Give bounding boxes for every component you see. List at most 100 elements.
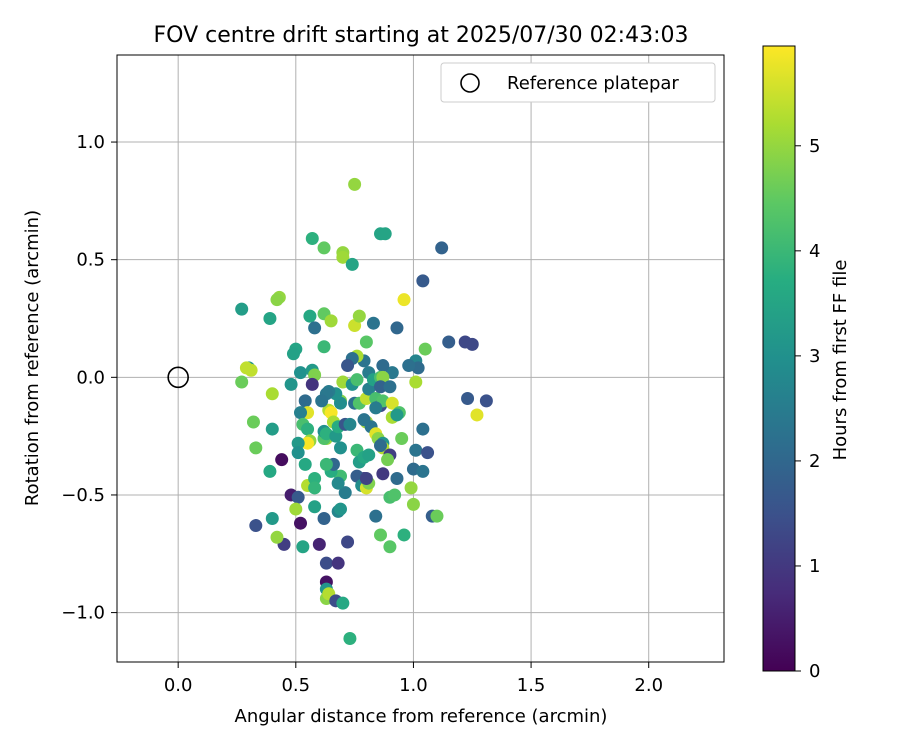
data-point [402,359,416,373]
reference-marker [167,366,189,389]
data-point [421,446,435,460]
x-axis-label: Angular distance from reference (arcmin) [235,706,608,727]
data-point [390,408,404,422]
data-point [305,377,319,391]
data-point [395,431,409,445]
data-point [479,394,493,408]
data-point [350,373,364,387]
data-point [376,359,390,373]
x-tick-label: 1.5 [517,675,546,696]
data-point [246,415,260,429]
legend-box [440,62,716,103]
data-point [235,302,249,316]
data-point [338,486,352,500]
legend-label: Reference platepar [507,73,679,94]
chart-title: FOV centre drift starting at 2025/07/30 … [154,23,689,48]
data-point [298,457,312,471]
data-point [317,241,331,255]
data-point [343,631,357,645]
colorbar-tick-label: 1 [809,556,820,577]
data-point [465,337,479,351]
data-point [435,241,449,255]
data-point [383,380,397,394]
data-point [294,516,308,530]
y-tick-label: 0.0 [76,367,105,388]
data-point [416,422,430,436]
data-point [336,596,350,610]
data-point [362,448,376,462]
data-point [301,422,315,436]
y-tick-label: 1.0 [76,132,105,153]
x-tick-label: 2.0 [634,675,663,696]
x-tick-label: 1.0 [399,675,428,696]
colorbar-tick-label: 4 [809,241,820,262]
data-point [376,467,390,481]
data-point [343,417,357,431]
data-point [406,497,420,511]
data-point [263,312,277,326]
data-point [381,453,395,467]
data-point [359,471,373,485]
data-point [317,511,331,525]
data-point [294,406,308,420]
data-point [348,177,362,191]
colorbar-ticks: 0 1 2 3 4 5 [795,136,820,682]
data-point [312,537,326,551]
colorbar-tick-label: 5 [809,136,820,157]
y-tick-label: −1.0 [61,603,105,624]
data-point [305,232,319,246]
reference-platepar-marker [167,366,189,389]
x-tick-label: 0.0 [164,675,193,696]
data-point [374,380,388,394]
data-point [294,366,308,380]
data-point [239,361,253,375]
data-points [235,177,493,645]
plot-border [116,54,725,663]
data-point [265,387,279,401]
data-point [341,535,355,549]
data-point [319,556,333,570]
data-point [265,422,279,436]
legend: Reference platepar [440,62,716,103]
data-point [308,500,322,514]
data-point [404,481,418,495]
data-point [249,441,263,455]
data-point [388,488,402,502]
data-point [291,490,305,504]
x-axis-ticks: 0.0 0.5 1.0 1.5 2.0 [164,662,663,696]
data-point [289,502,303,516]
colorbar-label: Hours from first FF file [830,260,851,461]
data-point [303,309,317,323]
data-point [291,446,305,460]
data-point [331,476,345,490]
data-point [334,441,348,455]
data-point [409,375,423,389]
data-point [235,375,249,389]
data-point [352,309,366,323]
colorbar-tick-label: 2 [809,451,820,472]
data-point [461,391,475,405]
x-tick-label: 0.5 [281,675,310,696]
legend-marker-open-circle [460,73,480,93]
data-point [369,509,383,523]
data-point [249,519,263,533]
data-point [336,250,350,264]
data-point [284,377,298,391]
data-point [301,436,315,450]
data-point [418,342,432,356]
data-point [430,509,444,523]
data-point [397,293,411,307]
data-point [308,481,322,495]
data-point [374,528,388,542]
data-point [374,439,388,453]
data-point [291,436,305,450]
data-point [359,335,373,349]
data-point [298,394,312,408]
data-point [319,457,333,471]
data-point [324,314,338,328]
data-point [341,359,355,373]
data-point [369,401,383,415]
data-point [397,528,411,542]
y-axis-label: Rotation from reference (arcmin) [22,210,43,506]
data-point [385,396,399,410]
